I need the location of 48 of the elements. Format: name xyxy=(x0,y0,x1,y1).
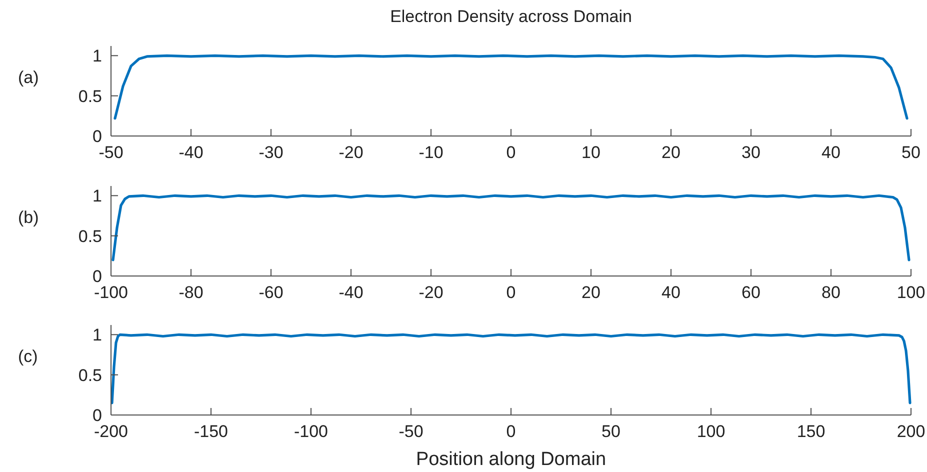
y-tick-label: 0 xyxy=(92,127,102,146)
x-tick-label: 40 xyxy=(662,283,680,302)
x-tick-label: -40 xyxy=(178,143,204,162)
x-tick-label: -50 xyxy=(398,422,424,441)
y-tick-label: 0.5 xyxy=(78,366,102,385)
x-tick-label: 10 xyxy=(582,143,600,162)
y-tick-label: 1 xyxy=(92,46,102,66)
chart-title: Electron Density across Domain xyxy=(390,7,632,26)
line-series xyxy=(110,333,912,404)
y-tick-label: 1 xyxy=(92,186,102,206)
x-tick-label: -50 xyxy=(98,143,124,162)
x-tick-label: 30 xyxy=(742,143,760,162)
line-series xyxy=(112,194,910,262)
x-tick-label: -150 xyxy=(194,422,228,441)
x-tick-label: -10 xyxy=(418,143,444,162)
x-tick-label: -100 xyxy=(94,283,128,302)
y-tick-label: 1 xyxy=(92,326,102,345)
text: (b) xyxy=(18,208,39,227)
y-tick-label: 0 xyxy=(92,406,102,425)
x-tick-label: 100 xyxy=(696,422,726,441)
x-tick-label: -60 xyxy=(258,283,284,302)
x-tick-label: 0 xyxy=(506,143,516,162)
x-tick-label: -20 xyxy=(418,283,444,302)
x-tick-label: -20 xyxy=(338,143,364,162)
x-tick-label: 0 xyxy=(506,283,516,302)
x-tick-label: 0 xyxy=(506,422,516,441)
y-tick-label: 0.5 xyxy=(78,86,102,106)
text: (c) xyxy=(18,347,38,366)
x-tick-label: 50 xyxy=(902,143,920,162)
x-axis-title: Position along Domain xyxy=(416,449,606,470)
x-tick-label: 80 xyxy=(822,283,840,302)
x-tick-label: 150 xyxy=(796,422,826,441)
x-tick-label: 60 xyxy=(742,283,760,302)
x-tick-label: 20 xyxy=(582,283,600,302)
x-tick-label: 40 xyxy=(822,143,840,162)
x-tick-label: -100 xyxy=(294,422,328,441)
x-tick-label: 100 xyxy=(896,283,926,302)
line-series xyxy=(114,54,908,120)
text: (a) xyxy=(18,68,39,87)
x-tick-label: 200 xyxy=(896,422,926,441)
x-tick-label: 20 xyxy=(662,143,680,162)
x-tick-label: 50 xyxy=(602,422,620,441)
x-tick-label: -80 xyxy=(178,283,204,302)
x-tick-label: -200 xyxy=(94,422,128,441)
y-tick-label: 0 xyxy=(92,267,102,286)
x-tick-label: -40 xyxy=(338,283,364,302)
y-tick-label: 0.5 xyxy=(78,226,102,246)
x-tick-label: -30 xyxy=(258,143,284,162)
